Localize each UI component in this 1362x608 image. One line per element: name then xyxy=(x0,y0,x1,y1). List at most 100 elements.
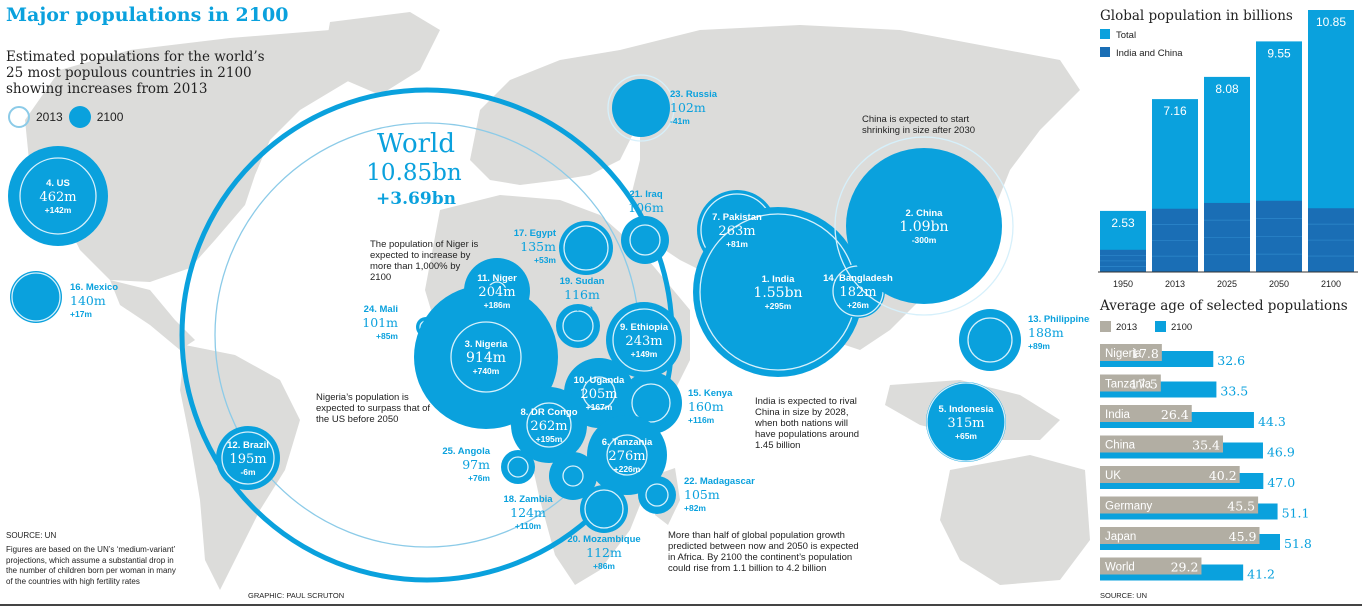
ring-2013-uganda xyxy=(582,376,616,410)
legend-india-china-label: India and China xyxy=(1116,48,1183,59)
bar-value-2013: 7.16 xyxy=(1163,104,1187,118)
label-change-china: -300m xyxy=(912,235,937,245)
bar-value-2050: 9.55 xyxy=(1267,46,1291,60)
population-bar-chart: Total India and China 2.53 1950 7.16 2013 8.08… xyxy=(1098,10,1358,289)
label-value-china: 1.09bn xyxy=(899,219,948,235)
label-value-nigeria: 914m xyxy=(466,350,506,366)
age-category-germany: Germany xyxy=(1105,501,1153,513)
legend-india-china-swatch xyxy=(1100,47,1110,57)
age-bar-2100-germany xyxy=(1100,503,1278,520)
annotation-china: China is expected to start shrinking in … xyxy=(862,114,976,136)
label-name-mali: 24. Mali xyxy=(364,304,398,315)
bubble-2100-egypt xyxy=(559,221,613,275)
central-america-shape xyxy=(110,280,195,350)
annotation-nigeria: Nigeria’s population is expected to surp… xyxy=(316,392,431,425)
label-change-zambia: +110m xyxy=(515,521,542,531)
age-category-japan: Japan xyxy=(1105,531,1136,543)
age-value-2013-india: 26.4 xyxy=(1161,407,1189,422)
label-name-zambia: 18. Zambia xyxy=(503,494,553,505)
label-change-angola: +76m xyxy=(468,473,490,483)
label-value-tanzania: 276m xyxy=(608,449,645,464)
label-value-kenya: 160m xyxy=(688,399,724,414)
label-value-bangladesh: 182m xyxy=(839,285,876,300)
annotation-niger: The population of Niger is expected to i… xyxy=(370,239,479,283)
age-bar-2100-nigeria xyxy=(1100,351,1214,367)
age-bar-2013-tanzania xyxy=(1100,374,1161,392)
bubble-2100-ethiopia xyxy=(606,302,682,378)
bubble-2100-russia xyxy=(612,79,670,137)
label-change-ethiopia: +149m xyxy=(631,349,658,359)
ring-2013-us xyxy=(19,157,97,235)
legend-2013-ring xyxy=(8,106,30,128)
label-change-philippines: +89m xyxy=(1028,341,1050,351)
label-change-uganda: +167m xyxy=(586,402,613,412)
label-name-brazil: 12. Brazil xyxy=(227,440,269,451)
label-change-sudan: +78m xyxy=(571,303,593,313)
label-change-mali: +85m xyxy=(376,331,398,341)
label-name-tanzania: 6. Tanzania xyxy=(602,437,653,448)
bottom-rule xyxy=(0,604,1362,606)
label-name-niger: 11. Niger xyxy=(477,273,517,284)
age-value-2013-world: 29.2 xyxy=(1171,560,1199,575)
map-legend: 2013 2100 xyxy=(8,106,123,128)
source-left: SOURCE: UN xyxy=(6,531,57,540)
bubble-2100-tanzania xyxy=(587,415,667,495)
label-change-indonesia: +65m xyxy=(955,431,977,441)
age-category-tanzania: Tanzania xyxy=(1105,379,1152,391)
legend-2013-label: 2013 xyxy=(36,110,63,124)
label-name-us: 4. US xyxy=(46,178,70,189)
ring-2013-russia xyxy=(607,74,675,142)
bar-category-2050: 2050 xyxy=(1269,279,1289,289)
ring-2013-sudan xyxy=(562,310,594,342)
ring-2013-tanzania xyxy=(606,434,648,476)
bubble-2100-brazil xyxy=(216,426,280,490)
ring-2013-angola xyxy=(507,456,529,478)
age-category-uk: UK xyxy=(1105,470,1121,482)
age-category-nigeria: Nigeria xyxy=(1105,348,1142,360)
label-name-madagascar: 22. Madagascar xyxy=(684,476,755,487)
europe-shape xyxy=(470,50,640,185)
bar-value-2100: 10.85 xyxy=(1316,15,1346,29)
bubble-2100-iraq xyxy=(621,216,669,264)
label-name-philippines: 13. Philippines xyxy=(1028,314,1090,325)
age-value-2013-tanzania: 17.5 xyxy=(1130,377,1158,392)
label-change-pakistan: +81m xyxy=(726,239,748,249)
age-bar-2013-uk xyxy=(1100,466,1240,483)
label-name-bangladesh: 14. Bangladesh xyxy=(823,273,893,284)
label-change-kenya: +116m xyxy=(688,415,715,425)
world-change: +3.69bn xyxy=(376,189,456,209)
annotation-india: India is expected to rival China in size… xyxy=(755,396,860,451)
right-panel: Total India and China 2.53 1950 7.16 2013 8.08… xyxy=(1090,0,1362,608)
ring-2013-nigeria xyxy=(450,321,522,393)
label-value-dr-congo: 262m xyxy=(530,419,567,434)
label-name-uganda: 10. Uganda xyxy=(574,375,625,386)
bubble-2100-zambia xyxy=(549,452,597,500)
legend-2100-dot xyxy=(68,106,91,128)
label-name-pakistan: 7. Pakistan xyxy=(712,212,762,223)
label-change-niger: +186m xyxy=(484,300,511,310)
age-category-world: World xyxy=(1105,562,1135,574)
method-notes: Figures are based on the UN’s ‘medium-va… xyxy=(6,545,176,586)
label-value-us: 462m xyxy=(39,190,76,205)
label-name-dr-congo: 8. DR Congo xyxy=(521,407,578,418)
bubble-2100-mexico xyxy=(10,271,62,323)
label-value-madagascar: 105m xyxy=(684,487,720,502)
label-value-brazil: 195m xyxy=(229,452,266,467)
age-bar-2100-tanzania xyxy=(1100,381,1217,398)
age-bar-2013-nigeria xyxy=(1100,344,1162,361)
age-value-2100-uk: 47.0 xyxy=(1267,475,1295,490)
ring-2013-iraq xyxy=(629,224,661,256)
age-category-india: India xyxy=(1105,409,1131,421)
ring-2013-dr-congo xyxy=(526,402,572,448)
age-bar-2100-japan xyxy=(1100,534,1280,550)
age-bar-2100-china xyxy=(1100,442,1263,459)
label-name-russia: 23. Russia xyxy=(670,89,718,100)
age-category-china: China xyxy=(1105,440,1136,452)
world-value: 10.85bn xyxy=(366,160,462,186)
age-bar-2100-world xyxy=(1100,564,1244,581)
label-name-india: 1. India xyxy=(762,274,795,285)
age-value-2100-germany: 51.1 xyxy=(1282,506,1310,521)
label-change-mexico: +17m xyxy=(70,309,92,319)
label-name-mozambique: 20. Mozambique xyxy=(567,534,640,545)
